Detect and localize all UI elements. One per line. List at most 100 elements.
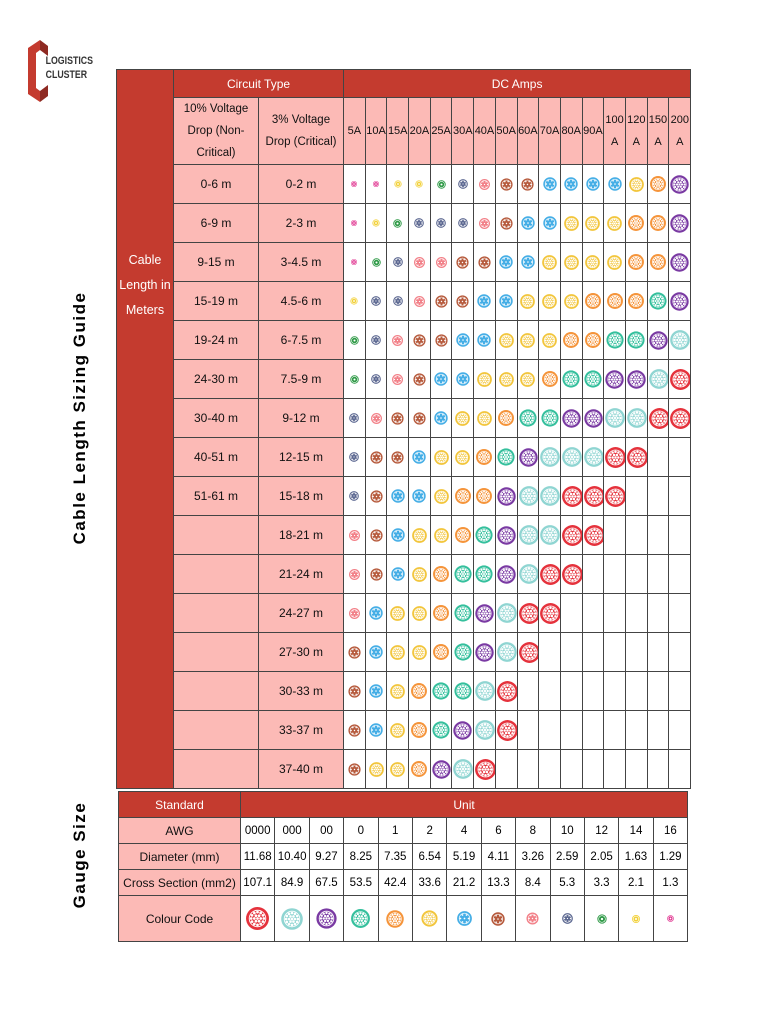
gauge-cell (603, 164, 626, 204)
gauge-cell (559, 437, 583, 477)
gauge-cell (343, 203, 366, 243)
cable-icon (540, 602, 560, 624)
colour-cell (549, 895, 585, 942)
gauge-cell (646, 437, 670, 477)
length-cell: 18-21 m (257, 515, 345, 555)
gauge-cell (451, 632, 475, 672)
gauge-cell (603, 359, 626, 399)
cable-icon (563, 215, 579, 231)
value-cell: 84.9 (274, 869, 310, 896)
sizing-table: Cable Length in Meters Circuit Type DC Amp… (116, 69, 692, 789)
gauge-cell (429, 671, 453, 711)
colour-cell (377, 895, 413, 942)
cable-icon (650, 254, 666, 270)
cable-icon (648, 369, 668, 389)
cable-icon (542, 216, 557, 230)
cable-icon (421, 910, 438, 927)
gauge-cell (559, 398, 583, 438)
data-row: 0-6 m 0-2 m (117, 164, 692, 204)
cable-icon (670, 213, 690, 233)
cable-icon (454, 565, 472, 583)
gauge-cell (408, 515, 431, 555)
header: Standard (118, 791, 241, 818)
cable-icon (436, 218, 446, 228)
cable-icon (411, 722, 428, 738)
value-cell: 5.3 (549, 869, 585, 896)
gauge-cell (668, 398, 692, 438)
cable-icon (561, 913, 573, 924)
logo-text: LOGISTICS (46, 55, 94, 67)
gauge-cell (386, 203, 410, 243)
gauge-cell (451, 593, 475, 633)
data-row: 40-51 m 12-15 m (117, 437, 692, 477)
gauge-cell (603, 554, 626, 594)
value-cell: 33.6 (411, 869, 448, 896)
data-row: 30-40 m 9-12 m (117, 398, 692, 438)
gauge-cell (581, 437, 605, 477)
gauge-cell (386, 671, 410, 711)
gauge-cell (386, 593, 410, 633)
cable-icon (475, 526, 494, 544)
cable-icon (456, 372, 470, 386)
gauge-cell (408, 593, 431, 633)
gauge-cell (646, 242, 670, 282)
amp-header: 20A (408, 97, 431, 165)
amp-header: 25A (429, 97, 453, 165)
cable-icon (412, 489, 427, 503)
value-cell: 1.29 (652, 843, 689, 870)
value-cell: 10 (549, 817, 585, 844)
length-cell: 27-30 m (257, 632, 345, 672)
cable-icon (433, 644, 450, 660)
gauge-cell (473, 632, 496, 672)
gauge-cell (646, 281, 670, 321)
gauge-cell (538, 164, 561, 204)
gauge-cell (494, 437, 518, 477)
cable-icon (456, 333, 470, 347)
gauge-cell (408, 242, 431, 282)
gauge-cell (343, 593, 366, 633)
gauge-cell (603, 320, 626, 360)
gauge-cell (408, 203, 431, 243)
cable-icon (432, 721, 450, 739)
cable-icon (650, 176, 666, 192)
cable-icon (479, 178, 490, 190)
cable-icon (500, 216, 513, 230)
cable-icon (542, 332, 557, 348)
length-cell (173, 749, 259, 789)
length-cell: 0-2 m (257, 164, 345, 204)
data-row: 27-30 m (117, 632, 692, 672)
cable-icon (454, 643, 472, 661)
gauge-cell (646, 203, 670, 243)
length-cell (173, 554, 259, 594)
cable-icon (392, 373, 404, 385)
amp-header: 150 A (646, 97, 670, 165)
cable-icon (369, 684, 383, 698)
gauge-cell (603, 281, 626, 321)
cable-icon (584, 370, 602, 388)
gauge-cell (364, 710, 388, 750)
cable-icon (411, 761, 428, 777)
value-cell: 3.3 (583, 869, 620, 896)
gauge-cell (646, 515, 670, 555)
cable-icon (454, 682, 472, 700)
cable-icon (372, 219, 380, 227)
cable-icon (391, 567, 405, 581)
gauge-cell (538, 320, 561, 360)
cable-icon (498, 332, 514, 348)
side-title: Gauge Size (70, 801, 89, 909)
cable-icon (414, 218, 425, 228)
cable-icon (540, 563, 560, 585)
length-cell: 19-24 m (173, 320, 259, 360)
amp-header: 40A (473, 97, 496, 165)
value-cell: 107.1 (239, 869, 276, 896)
gauge-cell (516, 476, 540, 516)
gauge-cell (624, 320, 648, 360)
value-cell: 3.26 (515, 843, 551, 870)
gauge-cell (429, 320, 453, 360)
gauge-cell (494, 281, 518, 321)
gauge-cell (494, 554, 518, 594)
gauge-cell (646, 398, 670, 438)
gauge-cell (624, 242, 648, 282)
gauge-cell (668, 554, 692, 594)
cable-icon (562, 408, 581, 428)
